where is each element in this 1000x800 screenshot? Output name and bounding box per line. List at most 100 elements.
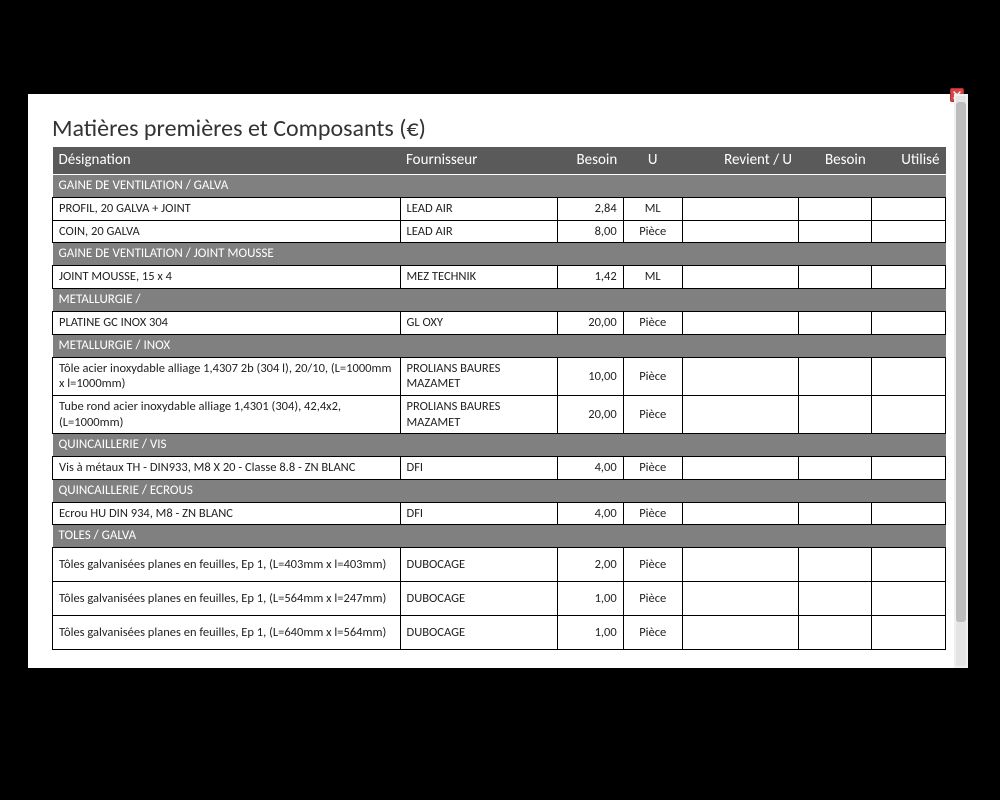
cell-besoin2 (798, 616, 872, 650)
cell-utilise (872, 312, 946, 335)
section-header: GAINE DE VENTILATION / JOINT MOUSSE (53, 243, 946, 266)
cell-besoin2 (798, 395, 872, 433)
cell-u: Pièce (623, 312, 682, 335)
cell-revient-u (682, 220, 798, 243)
cell-revient-u (682, 616, 798, 650)
cell-fournisseur: DFI (400, 457, 558, 480)
cell-revient-u (682, 502, 798, 525)
cell-utilise (872, 548, 946, 582)
section-label: METALLURGIE / INOX (53, 334, 946, 357)
cell-besoin2 (798, 457, 872, 480)
cell-revient-u (682, 198, 798, 221)
table-row: Tôle acier inoxydable alliage 1,4307 2b … (53, 357, 946, 395)
table-row: PLATINE GC INOX 304GL OXY20,00Pièce (53, 312, 946, 335)
cell-fournisseur: DUBOCAGE (400, 548, 558, 582)
cell-u: Pièce (623, 548, 682, 582)
cell-utilise (872, 395, 946, 433)
col-revient-u: Revient / U (682, 147, 798, 175)
cell-besoin: 1,00 (558, 616, 623, 650)
section-label: QUINCAILLERIE / ECROUS (53, 479, 946, 502)
cell-u: Pièce (623, 616, 682, 650)
materials-table: Désignation Fournisseur Besoin U Revient… (52, 147, 946, 650)
section-header: QUINCAILLERIE / ECROUS (53, 479, 946, 502)
section-label: TOLES / GALVA (53, 525, 946, 548)
section-header: QUINCAILLERIE / VIS (53, 434, 946, 457)
cell-designation: Tôles galvanisées planes en feuilles, Ep… (53, 582, 401, 616)
section-label: QUINCAILLERIE / VIS (53, 434, 946, 457)
cell-fournisseur: MEZ TECHNIK (400, 266, 558, 289)
cell-designation: Tôle acier inoxydable alliage 1,4307 2b … (53, 357, 401, 395)
cell-utilise (872, 198, 946, 221)
col-fournisseur: Fournisseur (400, 147, 558, 175)
cell-besoin: 4,00 (558, 502, 623, 525)
section-header: GAINE DE VENTILATION / GALVA (53, 175, 946, 198)
col-besoin: Besoin (558, 147, 623, 175)
cell-besoin: 1,00 (558, 582, 623, 616)
cell-utilise (872, 457, 946, 480)
cell-besoin2 (798, 220, 872, 243)
cell-revient-u (682, 548, 798, 582)
section-label: METALLURGIE / (53, 289, 946, 312)
page-title: Matières premières et Composants (€) (52, 116, 946, 141)
cell-fournisseur: LEAD AIR (400, 220, 558, 243)
cell-fournisseur: DUBOCAGE (400, 582, 558, 616)
table-row: Tôles galvanisées planes en feuilles, Ep… (53, 616, 946, 650)
cell-utilise (872, 616, 946, 650)
table-header-row: Désignation Fournisseur Besoin U Revient… (53, 147, 946, 175)
cell-designation: Vis à métaux TH - DIN933, M8 X 20 - Clas… (53, 457, 401, 480)
cell-fournisseur: PROLIANS BAURES MAZAMET (400, 357, 558, 395)
cell-designation: JOINT MOUSSE, 15 x 4 (53, 266, 401, 289)
cell-u: Pièce (623, 502, 682, 525)
cell-besoin2 (798, 548, 872, 582)
cell-revient-u (682, 395, 798, 433)
cell-utilise (872, 266, 946, 289)
cell-revient-u (682, 266, 798, 289)
cell-fournisseur: GL OXY (400, 312, 558, 335)
cell-revient-u (682, 457, 798, 480)
cell-besoin: 1,42 (558, 266, 623, 289)
table-row: Tôles galvanisées planes en feuilles, Ep… (53, 548, 946, 582)
cell-u: Pièce (623, 395, 682, 433)
cell-revient-u (682, 357, 798, 395)
cell-revient-u (682, 582, 798, 616)
table-row: JOINT MOUSSE, 15 x 4MEZ TECHNIK1,42ML (53, 266, 946, 289)
cell-besoin: 20,00 (558, 395, 623, 433)
cell-u: Pièce (623, 220, 682, 243)
cell-besoin: 20,00 (558, 312, 623, 335)
cell-u: ML (623, 266, 682, 289)
cell-besoin: 2,84 (558, 198, 623, 221)
cell-besoin: 2,00 (558, 548, 623, 582)
cell-fournisseur: LEAD AIR (400, 198, 558, 221)
cell-besoin: 8,00 (558, 220, 623, 243)
cell-besoin2 (798, 357, 872, 395)
cell-fournisseur: PROLIANS BAURES MAZAMET (400, 395, 558, 433)
cell-revient-u (682, 312, 798, 335)
cell-u: Pièce (623, 357, 682, 395)
cell-besoin2 (798, 266, 872, 289)
section-label: GAINE DE VENTILATION / GALVA (53, 175, 946, 198)
scroll-thumb[interactable] (956, 102, 966, 622)
cell-utilise (872, 357, 946, 395)
section-header: METALLURGIE / INOX (53, 334, 946, 357)
section-label: GAINE DE VENTILATION / JOINT MOUSSE (53, 243, 946, 266)
cell-besoin: 10,00 (558, 357, 623, 395)
document-viewport: Matières premières et Composants (€) Dés… (28, 94, 954, 668)
cell-u: Pièce (623, 582, 682, 616)
col-besoin2: Besoin (798, 147, 872, 175)
cell-besoin2 (798, 502, 872, 525)
cell-fournisseur: DFI (400, 502, 558, 525)
cell-besoin2 (798, 582, 872, 616)
cell-designation: Ecrou HU DIN 934, M8 - ZN BLANC (53, 502, 401, 525)
vertical-scrollbar[interactable] (954, 94, 968, 668)
document-window: Matières premières et Composants (€) Dés… (28, 94, 968, 668)
table-row: Tôles galvanisées planes en feuilles, Ep… (53, 582, 946, 616)
table-row: Vis à métaux TH - DIN933, M8 X 20 - Clas… (53, 457, 946, 480)
cell-u: ML (623, 198, 682, 221)
cell-fournisseur: DUBOCAGE (400, 616, 558, 650)
section-header: TOLES / GALVA (53, 525, 946, 548)
cell-designation: PLATINE GC INOX 304 (53, 312, 401, 335)
cell-utilise (872, 220, 946, 243)
section-header: METALLURGIE / (53, 289, 946, 312)
table-row: PROFIL, 20 GALVA + JOINTLEAD AIR2,84ML (53, 198, 946, 221)
col-utilise: Utilisé (872, 147, 946, 175)
